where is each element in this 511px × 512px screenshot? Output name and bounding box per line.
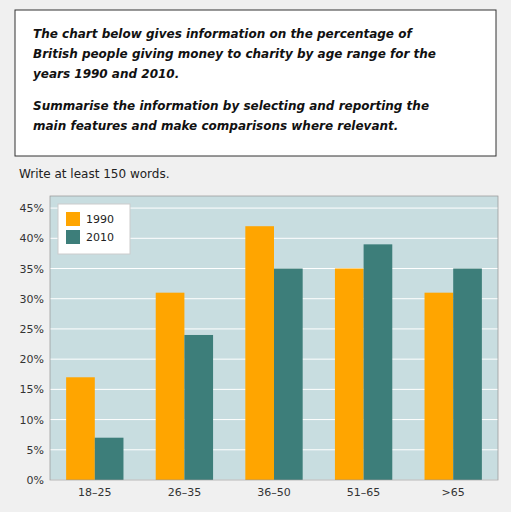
bar bbox=[184, 335, 213, 480]
prompt-text: main features and make comparisons where… bbox=[33, 119, 398, 133]
legend-label: 2010 bbox=[86, 231, 114, 244]
prompt-text: The chart below gives information on the… bbox=[33, 27, 413, 41]
bar bbox=[425, 293, 454, 480]
y-tick-label: 15% bbox=[20, 383, 44, 396]
plot-frame bbox=[50, 196, 498, 480]
x-tick-label: 18–25 bbox=[78, 486, 112, 499]
prompt-text: years 1990 and 2010. bbox=[33, 67, 179, 81]
plot-background bbox=[50, 196, 498, 480]
y-tick-label: 30% bbox=[20, 293, 44, 306]
y-tick-label: 45% bbox=[20, 202, 44, 215]
x-tick-label: 26–35 bbox=[168, 486, 202, 499]
y-tick-label: 10% bbox=[20, 414, 44, 427]
y-tick-label: 25% bbox=[20, 323, 44, 336]
bar bbox=[156, 293, 185, 480]
y-tick-label: 5% bbox=[27, 444, 44, 457]
y-tick-label: 0% bbox=[27, 474, 44, 487]
x-tick-label: 36–50 bbox=[257, 486, 291, 499]
prompt-text: Summarise the information by selecting a… bbox=[33, 99, 429, 113]
bar bbox=[66, 377, 95, 480]
legend-frame bbox=[58, 204, 130, 254]
instruction-text: Write at least 150 words. bbox=[19, 167, 170, 181]
y-tick-label: 20% bbox=[20, 353, 44, 366]
x-tick-label: >65 bbox=[442, 486, 465, 499]
legend-swatch bbox=[66, 212, 80, 226]
bar bbox=[364, 244, 393, 480]
legend-swatch bbox=[66, 230, 80, 244]
chart: The chart below gives information on the… bbox=[0, 0, 511, 512]
bar bbox=[245, 226, 274, 480]
bar bbox=[335, 269, 364, 480]
legend-label: 1990 bbox=[86, 213, 114, 226]
y-tick-label: 35% bbox=[20, 263, 44, 276]
bar bbox=[453, 269, 482, 480]
prompt-text: British people giving money to charity b… bbox=[33, 47, 436, 61]
bar bbox=[274, 269, 303, 480]
y-tick-label: 40% bbox=[20, 232, 44, 245]
bars bbox=[66, 226, 482, 480]
x-tick-label: 51–65 bbox=[347, 486, 381, 499]
bar bbox=[95, 438, 124, 480]
prompt-box bbox=[15, 10, 496, 156]
legend: 1990 2010 bbox=[58, 204, 130, 254]
